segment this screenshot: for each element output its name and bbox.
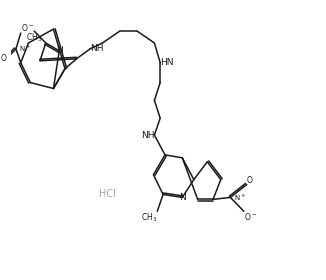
Text: HCl: HCl	[99, 190, 116, 199]
Text: O: O	[0, 54, 6, 63]
Text: NH: NH	[141, 130, 155, 139]
Text: HN: HN	[160, 58, 174, 67]
Text: N$^+$: N$^+$	[19, 44, 31, 54]
Text: N: N	[56, 46, 63, 55]
Text: N: N	[179, 193, 186, 202]
Text: CH$_3$: CH$_3$	[141, 211, 157, 224]
Text: O$^-$: O$^-$	[21, 22, 34, 33]
Text: O: O	[247, 176, 253, 185]
Text: NH: NH	[90, 45, 103, 53]
Text: CH$_3$: CH$_3$	[26, 31, 42, 44]
Text: O$^-$: O$^-$	[244, 211, 257, 222]
Text: N$^+$: N$^+$	[233, 192, 245, 202]
